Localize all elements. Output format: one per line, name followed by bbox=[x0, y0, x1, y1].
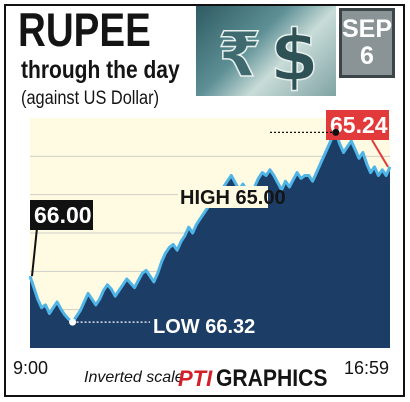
high-label-bg bbox=[178, 186, 268, 208]
x-tick-label: 9:00 bbox=[13, 358, 48, 378]
open-pointer bbox=[31, 227, 38, 277]
scale-note: Inverted scale bbox=[84, 369, 184, 386]
svg-text:₹: ₹ bbox=[218, 18, 261, 91]
x-tick-label: 16:59 bbox=[344, 358, 389, 378]
chart-annotations: 9:00 16:59 66.00 65.24 HIGH 65.00 LOW 66.32 bbox=[13, 110, 389, 378]
source-credit: PTI GRAPHICS bbox=[178, 365, 343, 393]
low-value-label: LOW 66.32 bbox=[153, 316, 255, 338]
date-day: 6 bbox=[360, 42, 374, 70]
date-month: SEP bbox=[341, 15, 393, 43]
chart-title: RUPEE bbox=[18, 3, 151, 56]
pti-logo: PTI bbox=[178, 366, 213, 391]
close-pointer bbox=[371, 139, 389, 168]
date-badge: SEP 6 bbox=[339, 8, 395, 78]
low-marker bbox=[69, 318, 77, 326]
svg-text:$: $ bbox=[270, 15, 319, 96]
rupee-dollar-icon: ₹ $ bbox=[196, 6, 336, 98]
close-value-label: 65.24 bbox=[330, 112, 388, 138]
high-value-label: HIGH 65.00 bbox=[180, 187, 286, 209]
open-value-label: 66.00 bbox=[34, 202, 92, 228]
chart-subtitle: through the day bbox=[21, 56, 180, 84]
rate-area bbox=[30, 132, 390, 348]
graphics-label: GRAPHICS bbox=[216, 365, 328, 392]
open-label-box bbox=[30, 200, 93, 230]
chart-unit-note: (against US Dollar) bbox=[21, 88, 160, 109]
high-marker bbox=[332, 128, 340, 136]
